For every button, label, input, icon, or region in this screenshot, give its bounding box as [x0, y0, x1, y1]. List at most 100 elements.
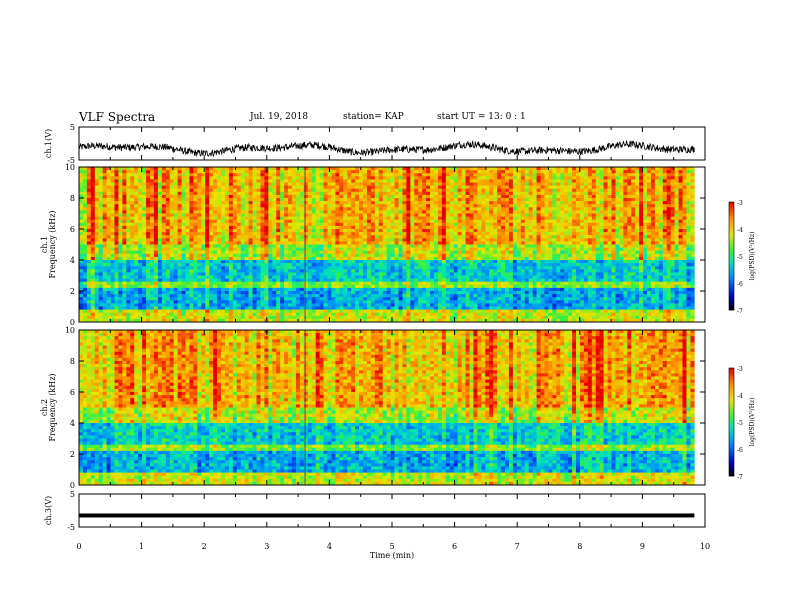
psd-cell [690, 170, 695, 174]
psd-cell [481, 232, 486, 236]
psd-cell [512, 219, 518, 224]
psd-cell [591, 222, 597, 227]
psd-cell [110, 263, 115, 267]
psd-cell [382, 198, 387, 202]
psd-cell [394, 213, 399, 217]
psd-cell [288, 247, 293, 251]
psd-cell [221, 198, 226, 202]
psd-cell [280, 182, 285, 186]
psd-cell [461, 207, 466, 211]
psd-cell [299, 204, 305, 208]
psd-cell [434, 229, 439, 233]
psd-cell [418, 204, 423, 208]
psd-cell [126, 225, 131, 230]
psd-cell [165, 182, 171, 186]
psd-cell [536, 170, 541, 174]
psd-cell [303, 241, 309, 245]
psd-cell [402, 191, 407, 196]
psd-cell [161, 232, 167, 236]
psd-cell [90, 238, 96, 242]
psd-cell [114, 182, 119, 186]
psd-cell [382, 263, 387, 267]
psd-cell [110, 232, 115, 236]
psd-cell [406, 216, 411, 220]
psd-cell [209, 216, 214, 220]
psd-cell [173, 185, 178, 189]
psd-cell [138, 232, 143, 236]
psd-cell [544, 260, 549, 264]
psd-cell [240, 235, 245, 239]
psd-cell [157, 219, 163, 224]
psd-cell [603, 210, 608, 214]
psd-cell [390, 256, 395, 261]
psd-cell [457, 210, 462, 214]
psd-cell [666, 191, 671, 196]
psd-cell [295, 207, 301, 211]
psd-cell [422, 241, 427, 245]
psd-cell [197, 198, 202, 202]
psd-cell [236, 191, 242, 196]
psd-cell [359, 241, 364, 245]
psd-cell [142, 167, 147, 171]
psd-cell [635, 210, 640, 214]
psd-cell [110, 204, 115, 208]
ch1-spectrogram-cells [79, 167, 695, 323]
psd-cell [674, 182, 679, 186]
psd-cell [390, 207, 395, 211]
psd-cell [501, 188, 506, 193]
psd-cell [686, 244, 691, 248]
psd-cell [635, 253, 640, 258]
psd-cell [434, 176, 439, 180]
psd-cell [615, 201, 620, 205]
psd-cell [228, 263, 234, 267]
psd-cell [382, 207, 387, 211]
psd-cell [343, 204, 348, 208]
psd-cell [461, 241, 466, 245]
psd-cell [650, 167, 656, 171]
psd-cell [177, 204, 182, 208]
psd-cell [678, 204, 683, 208]
psd-cell [627, 204, 632, 208]
psd-cell [351, 176, 356, 180]
psd-cell [568, 222, 573, 227]
psd-cell [658, 247, 664, 251]
psd-cell [639, 213, 644, 217]
psd-cell [110, 170, 115, 174]
psd-cell [493, 260, 498, 264]
psd-cell [114, 194, 119, 199]
psd-cell [315, 188, 320, 193]
psd-cell [378, 250, 384, 255]
psd-cell [591, 207, 597, 211]
psd-cell [189, 179, 194, 183]
psd-cell [382, 173, 387, 177]
psd-cell [193, 210, 198, 214]
psd-cell [351, 179, 356, 183]
psd-cell [449, 170, 455, 174]
psd-cell [410, 185, 415, 189]
psd-cell [363, 244, 368, 248]
psd-cell [335, 250, 340, 255]
psd-cell [512, 232, 518, 236]
psd-cell [114, 176, 119, 180]
psd-cell [607, 194, 612, 199]
psd-cell [410, 204, 415, 208]
psd-cell [603, 176, 608, 180]
psd-cell [469, 263, 474, 267]
psd-cell [193, 198, 198, 202]
psd-cell [311, 182, 316, 186]
psd-cell [165, 176, 171, 180]
psd-cell [299, 256, 305, 261]
psd-cell [516, 179, 522, 183]
psd-cell [528, 260, 533, 264]
psd-cell [213, 191, 218, 196]
psd-cell [256, 244, 261, 248]
psd-cell [359, 188, 364, 193]
psd-cell [177, 238, 182, 242]
psd-cell [94, 222, 100, 227]
psd-cell [607, 219, 612, 224]
psd-cell [623, 194, 628, 199]
psd-cell [461, 222, 466, 227]
psd-cell [79, 182, 84, 186]
psd-cell [512, 238, 518, 242]
psd-cell [272, 188, 277, 193]
